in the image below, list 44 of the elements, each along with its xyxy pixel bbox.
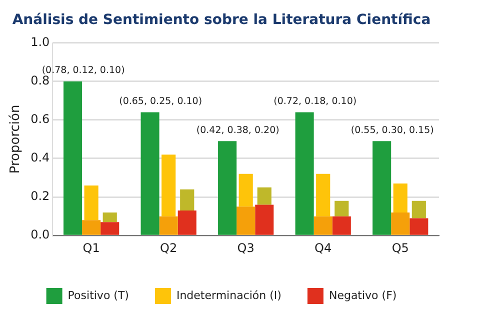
legend-label: Negativo (F) [328,288,397,302]
bar [82,220,101,235]
bar [178,210,196,235]
bar [140,112,160,235]
bar [159,216,178,235]
bar [412,200,426,218]
legend-label: Positivo (T) [68,288,129,302]
bar [391,212,410,235]
x-tick-label: Q1 [82,240,100,255]
legend-label: Indeterminación (I) [176,288,282,302]
annotation: (0.55, 0.30, 0.15) [350,124,434,136]
bar [295,112,314,235]
bar [238,174,253,207]
annotation: (0.42, 0.38, 0.20) [196,124,280,136]
bar [102,212,117,222]
y-tick-label: 0.2 [30,189,50,204]
x-tick-label: Q2 [160,240,178,255]
chart-title: Análisis de Sentimiento sobre la Literatura Científica [12,12,431,28]
bar [64,81,82,235]
bar [84,185,98,220]
bar [255,204,274,235]
bar [316,174,330,216]
annotation: (0.72, 0.18, 0.10) [274,96,357,107]
x-tick-label: Q4 [314,240,332,255]
bar [257,187,272,205]
bar [162,154,176,216]
annotation: (0.65, 0.25, 0.10) [119,96,202,107]
bar [372,141,392,235]
bar [100,222,120,235]
bar [180,189,194,211]
bar [236,206,256,235]
x-tick-label: Q5 [392,240,409,255]
y-axis-title: Proporción [8,104,24,174]
bar [332,216,351,235]
y-tick-label: 0.0 [30,228,50,242]
y-tick-label: 0.6 [30,112,50,126]
y-tick-label: 1.0 [30,34,50,49]
y-tick-label: 0.4 [30,150,50,165]
bar [410,218,428,235]
bar [314,216,332,235]
x-tick-label: Q3 [237,240,254,255]
bar [334,200,349,216]
bar [218,141,237,235]
bar [393,184,408,212]
